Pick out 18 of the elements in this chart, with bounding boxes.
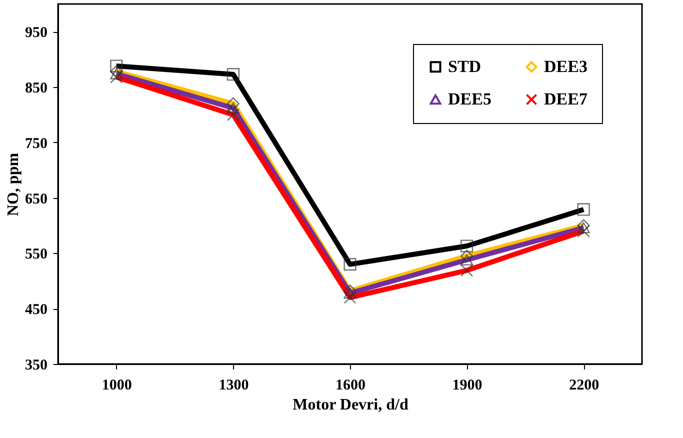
y-tick-label: 350: [25, 358, 48, 374]
x-tick-label: 1600: [336, 378, 366, 394]
x-tick-label: 2200: [569, 378, 600, 394]
x-axis-title: Motor Devri, d/d: [292, 396, 408, 414]
legend-label: DEE7: [544, 90, 588, 108]
y-axis-title: NO, ppm: [5, 152, 22, 216]
legend-label: STD: [448, 56, 482, 76]
y-tick-label: 550: [25, 246, 48, 263]
y-tick-label: 650: [25, 191, 48, 208]
y-tick-label: 450: [25, 302, 48, 318]
legend-label: DEE5: [448, 90, 492, 108]
x-tick-label: 1000: [102, 378, 132, 394]
x-tick-label: 1900: [452, 378, 482, 394]
legend-label: DEE3: [544, 56, 588, 76]
x-tick-label: 1300: [218, 378, 249, 394]
y-tick-label: 750: [25, 136, 48, 152]
y-tick-label: 950: [25, 25, 48, 42]
y-tick-label: 850: [25, 80, 48, 97]
